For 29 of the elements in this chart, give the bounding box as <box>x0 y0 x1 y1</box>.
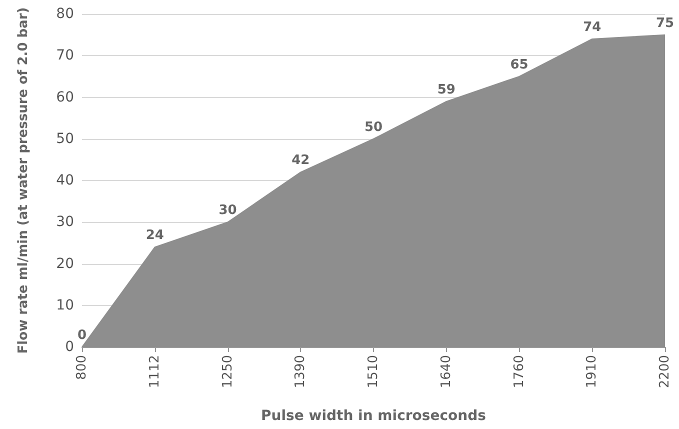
x-tick-label: 1390 <box>293 355 308 388</box>
x-tick-label: 1910 <box>584 355 600 388</box>
x-tick-label: 800 <box>74 355 90 380</box>
y-tick-label: 10 <box>56 297 74 314</box>
y-axis-title: Flow rate ml/min (at water pressure of 2.0 bar) <box>16 7 31 354</box>
y-tick-label: 60 <box>56 89 74 106</box>
y-tick-label: 40 <box>56 172 74 188</box>
x-tick-label: 1510 <box>366 355 381 388</box>
data-label: 75 <box>656 16 674 31</box>
x-tick-label: 1760 <box>512 355 527 388</box>
data-label: 30 <box>218 203 237 218</box>
y-tick-label: 70 <box>56 48 74 64</box>
x-axis-title: Pulse width in microseconds <box>261 408 486 424</box>
data-label: 65 <box>510 57 528 72</box>
x-tick-label: 1250 <box>220 355 236 388</box>
data-label: 59 <box>437 82 456 98</box>
y-tick-label: 0 <box>65 339 74 355</box>
x-tick-label: 1640 <box>438 355 454 388</box>
data-label: 42 <box>292 153 310 168</box>
x-tick-label: 2200 <box>658 355 672 388</box>
data-label: 50 <box>364 120 383 135</box>
data-label: 0 <box>77 328 87 343</box>
y-tick-label: 80 <box>56 6 74 22</box>
data-label: 74 <box>583 20 602 35</box>
y-tick-label: 20 <box>56 256 74 272</box>
x-tick-label: 1112 <box>147 355 162 388</box>
y-tick-label: 50 <box>56 130 74 147</box>
data-label: 24 <box>146 228 164 244</box>
y-tick-label: 30 <box>56 214 74 230</box>
